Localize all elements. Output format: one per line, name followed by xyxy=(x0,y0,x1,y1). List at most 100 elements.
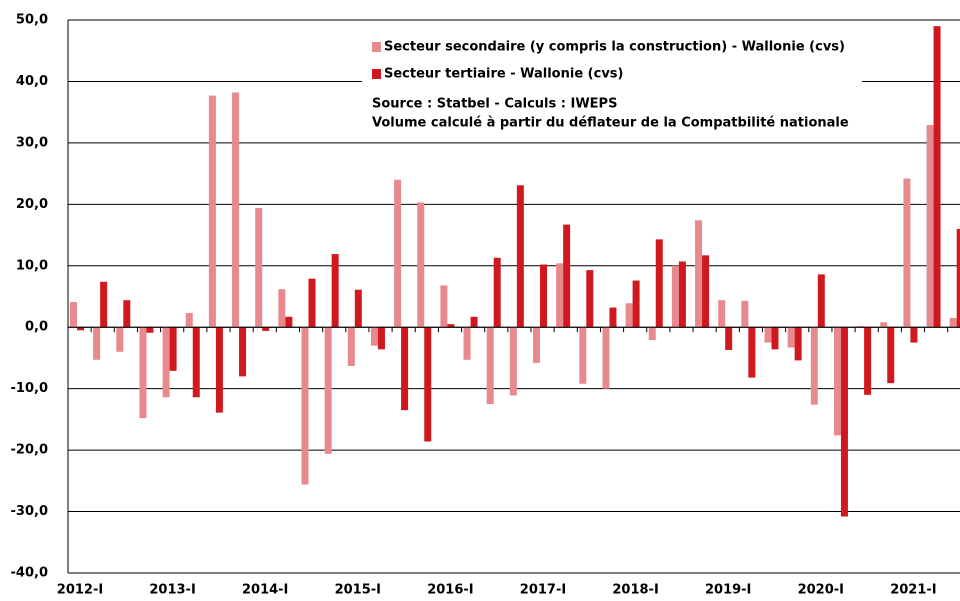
bar xyxy=(208,95,216,328)
bar xyxy=(262,327,270,331)
bar xyxy=(833,327,841,436)
bar xyxy=(563,224,571,328)
bar xyxy=(463,327,471,360)
x-tick-label: 2013-I xyxy=(149,583,195,598)
bar xyxy=(857,325,865,328)
bar xyxy=(764,327,772,343)
bar xyxy=(949,318,957,328)
bar xyxy=(215,327,223,413)
legend-label: Secteur tertiaire - Wallonie (cvs) xyxy=(384,67,623,82)
legend-swatch xyxy=(372,69,381,79)
bar xyxy=(162,327,170,398)
bar xyxy=(139,327,147,419)
bar xyxy=(579,327,587,384)
bar xyxy=(817,274,825,328)
bar xyxy=(509,327,517,396)
bar xyxy=(401,327,409,411)
bar xyxy=(169,327,177,371)
y-tick-label: -10,0 xyxy=(11,381,48,396)
bar xyxy=(394,179,402,328)
y-tick-label: -20,0 xyxy=(11,443,48,458)
bar xyxy=(70,302,77,328)
bar xyxy=(354,289,362,328)
bar xyxy=(794,327,802,361)
x-tick-label: 2017-I xyxy=(520,583,566,598)
bar xyxy=(232,92,240,328)
bar xyxy=(370,327,378,346)
bar xyxy=(77,327,84,331)
x-tick-label: 2019-I xyxy=(705,583,751,598)
x-tick-label: 2014-I xyxy=(242,583,288,598)
bar xyxy=(632,280,640,328)
x-tick-label: 2021-I xyxy=(890,583,936,598)
bar xyxy=(324,327,332,454)
bar xyxy=(417,202,425,328)
bar xyxy=(695,220,703,328)
bar xyxy=(301,327,309,485)
bar xyxy=(840,327,848,517)
bar xyxy=(486,327,494,405)
y-tick-label: 30,0 xyxy=(16,135,48,150)
bar xyxy=(678,261,686,328)
bar xyxy=(116,327,124,352)
bar xyxy=(255,208,263,328)
legend-swatch xyxy=(372,42,381,52)
bar xyxy=(926,125,934,328)
x-tick-label: 2012-I xyxy=(57,583,103,598)
bar xyxy=(771,327,779,350)
bar xyxy=(880,322,888,328)
bar xyxy=(424,327,432,442)
bar xyxy=(540,264,547,328)
bar xyxy=(787,327,795,348)
bar xyxy=(93,327,101,360)
bar xyxy=(493,257,501,328)
bar xyxy=(239,327,247,377)
bar xyxy=(377,327,385,350)
bar xyxy=(440,285,448,328)
bar xyxy=(933,26,941,328)
bar xyxy=(702,255,710,328)
legend-box xyxy=(362,30,862,136)
bar xyxy=(447,324,455,328)
y-tick-label: -30,0 xyxy=(11,504,48,519)
bar xyxy=(278,289,286,328)
bar xyxy=(864,327,872,395)
y-tick-label: 10,0 xyxy=(16,258,48,273)
bar xyxy=(192,327,200,398)
bar xyxy=(718,300,726,328)
bar xyxy=(347,327,355,366)
annotation: Source : Statbel - Calculs : IWEPS xyxy=(372,97,617,112)
bar xyxy=(609,307,617,328)
bar xyxy=(146,327,154,333)
bar xyxy=(903,178,911,328)
bar xyxy=(308,278,316,328)
bar xyxy=(910,327,918,343)
bar xyxy=(725,327,733,350)
y-tick-label: 50,0 xyxy=(16,13,48,28)
y-tick-label: -40,0 xyxy=(11,566,48,581)
bar xyxy=(470,316,478,328)
bar xyxy=(331,254,339,328)
bar xyxy=(586,270,594,328)
bar xyxy=(956,228,960,328)
bar xyxy=(556,263,564,328)
bar xyxy=(533,327,540,363)
bar xyxy=(655,239,663,328)
x-tick-label: 2020-I xyxy=(798,583,844,598)
bar xyxy=(123,300,131,328)
bar xyxy=(648,327,656,341)
bar xyxy=(285,316,293,328)
y-tick-label: 0,0 xyxy=(25,320,48,335)
bar xyxy=(810,327,818,405)
y-tick-label: 20,0 xyxy=(16,197,48,212)
bar xyxy=(516,185,524,328)
bar xyxy=(602,327,610,389)
bar xyxy=(887,327,895,384)
x-tick-label: 2016-I xyxy=(427,583,473,598)
bar xyxy=(748,327,756,378)
bar xyxy=(741,300,749,328)
annotation: Volume calculé à partir du déflateur de … xyxy=(372,116,849,131)
legend-label: Secteur secondaire (y compris la constru… xyxy=(384,40,845,55)
